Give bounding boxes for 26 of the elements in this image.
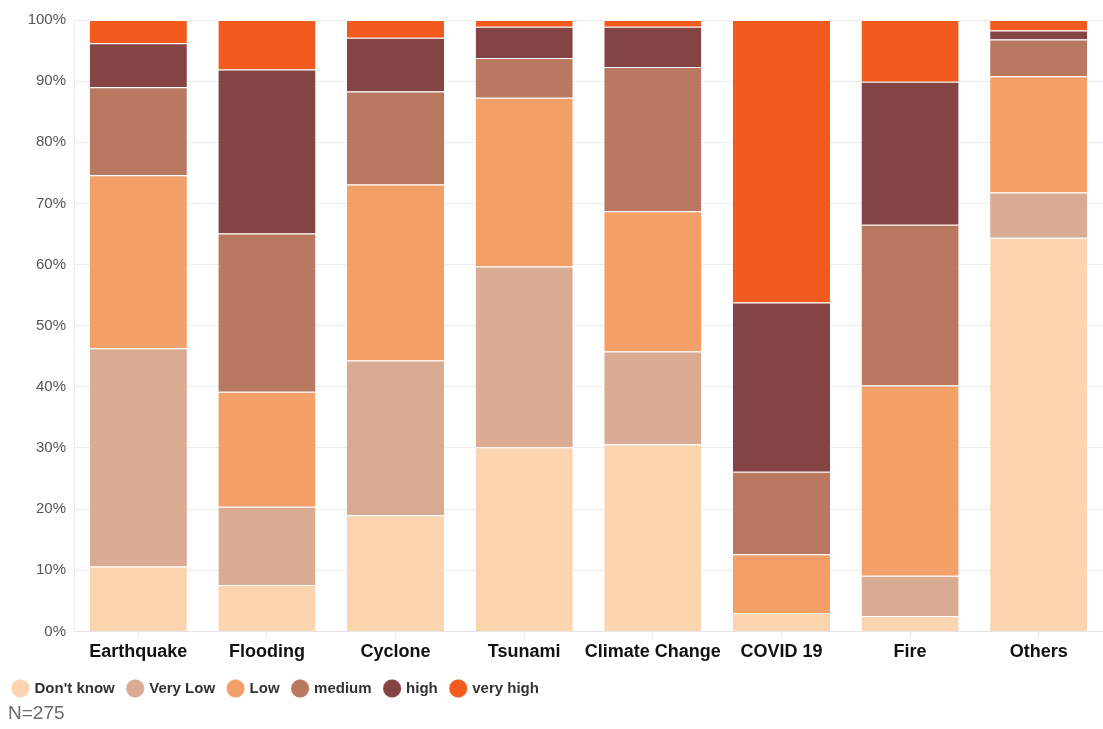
text: N=275 — [8, 702, 66, 724]
legend-label: high — [406, 678, 438, 696]
legend-label: medium — [314, 678, 372, 696]
x-tick-label: Flooding — [228, 641, 305, 662]
legend-label: Don't know — [34, 678, 116, 696]
y-tick-label: 50% — [35, 315, 66, 333]
y-tick-label: 100% — [27, 10, 66, 28]
y-tick-label: 40% — [35, 376, 66, 394]
y-tick-label: 0% — [44, 621, 66, 639]
y-tick-label: 90% — [35, 71, 66, 89]
x-tick-label: Earthquake — [89, 641, 188, 662]
x-tick-label: Fire — [893, 641, 927, 662]
y-tick-label: 80% — [35, 132, 66, 150]
y-tick-label: 70% — [35, 193, 66, 211]
y-tick-label: 30% — [35, 438, 66, 456]
x-tick-label: Others — [1009, 641, 1068, 662]
y-tick-label: 20% — [35, 499, 66, 517]
y-tick-label: 60% — [35, 254, 66, 272]
legend-label: Very Low — [149, 678, 216, 696]
y-tick-label: 10% — [35, 560, 66, 578]
legend-label: Low — [249, 678, 280, 696]
x-tick-label: Cyclone — [360, 641, 431, 662]
x-tick-label: Climate Change — [584, 641, 721, 662]
x-tick-label: COVID 19 — [740, 641, 823, 662]
x-tick-label: Tsunami — [487, 641, 561, 662]
legend-label: very high — [472, 678, 539, 696]
